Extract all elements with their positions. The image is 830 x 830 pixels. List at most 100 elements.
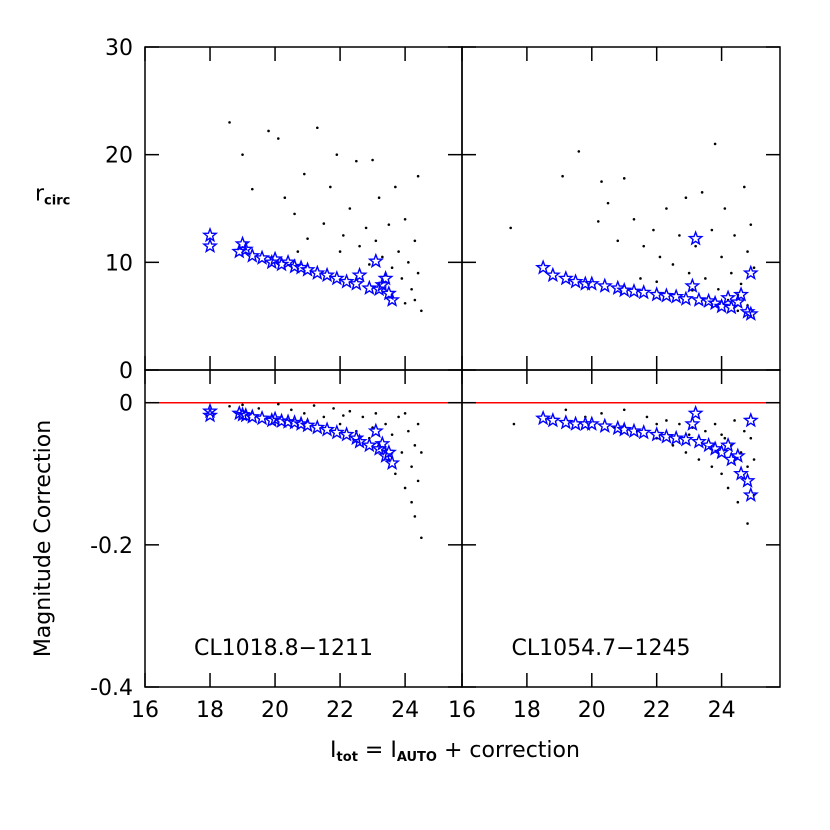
- dot-point: [267, 129, 270, 133]
- star-point: [684, 277, 701, 293]
- y-tick-label: -0.4: [90, 676, 133, 701]
- y-tick-label: 0: [119, 359, 133, 384]
- dot-point: [694, 244, 697, 248]
- dot-point: [371, 158, 374, 162]
- dot-point: [655, 422, 658, 426]
- dot-point: [400, 451, 404, 454]
- star-point: [263, 253, 280, 270]
- star-point: [616, 421, 633, 437]
- dot-point: [293, 212, 296, 216]
- dot-point: [413, 298, 417, 302]
- star-point: [668, 429, 685, 446]
- dot-point: [720, 472, 723, 476]
- dot-point: [710, 465, 714, 468]
- star-point: [635, 424, 652, 440]
- star-point: [742, 264, 759, 280]
- star-point: [318, 421, 336, 437]
- star-point: [677, 431, 694, 447]
- dot-point: [642, 244, 646, 248]
- x-axis-label-part: I: [330, 738, 337, 763]
- dot-point: [374, 412, 378, 415]
- star-point: [648, 426, 665, 442]
- star-point: [338, 273, 355, 289]
- star-point: [648, 286, 665, 302]
- star-point: [684, 415, 701, 431]
- dot-point: [720, 255, 723, 259]
- y-tick-label: 30: [105, 36, 133, 61]
- star-point: [201, 237, 219, 254]
- star-point: [557, 414, 574, 430]
- dot-point: [700, 191, 704, 194]
- star-point: [201, 402, 219, 419]
- star-point: [328, 424, 345, 440]
- dot-point: [329, 185, 332, 189]
- star-point: [596, 417, 613, 434]
- dot-point: [645, 415, 649, 419]
- dot-point: [394, 185, 397, 189]
- star-point: [677, 290, 694, 306]
- star-point: [557, 269, 574, 286]
- dot-point: [652, 228, 655, 232]
- star-point: [732, 465, 750, 481]
- dot-point: [228, 404, 231, 408]
- dot-point: [410, 287, 413, 291]
- dot-point: [420, 309, 423, 313]
- x-tick-label: 24: [708, 698, 736, 723]
- dot-point: [678, 234, 681, 237]
- star-point: [616, 281, 633, 298]
- star-point: [687, 404, 704, 421]
- star-point: [720, 289, 737, 305]
- star-point: [231, 243, 248, 259]
- star-point: [567, 273, 584, 289]
- star-point: [309, 264, 326, 280]
- star-point: [292, 259, 310, 275]
- dot-point: [736, 500, 740, 504]
- panel-frame: [144, 46, 463, 371]
- dot-point: [416, 271, 420, 275]
- star-point: [658, 287, 675, 303]
- dot-point: [733, 419, 736, 422]
- dot-point: [296, 250, 300, 253]
- dot-point: [377, 196, 381, 200]
- dot-point: [413, 444, 417, 447]
- dot-point: [671, 444, 675, 447]
- dot-point: [241, 403, 244, 407]
- star-point: [338, 426, 355, 442]
- star-point: [742, 411, 759, 428]
- dot-point: [416, 174, 420, 178]
- dot-point: [361, 415, 365, 419]
- x-axis-label-part: tot: [337, 750, 358, 765]
- dot-point: [250, 187, 254, 191]
- dot-point: [739, 451, 743, 454]
- dot-point: [622, 177, 626, 180]
- star-point: [658, 428, 675, 444]
- dot-point: [348, 409, 352, 413]
- dot-point: [749, 223, 753, 226]
- dot-point: [577, 150, 581, 153]
- dot-point: [277, 402, 280, 406]
- dot-point: [730, 271, 733, 275]
- star-point: [742, 305, 759, 321]
- y-axis-label: rcirc: [35, 182, 70, 209]
- dot-point: [687, 433, 691, 436]
- star-point: [544, 411, 561, 428]
- dot-point: [403, 217, 407, 221]
- star-point: [583, 415, 600, 431]
- star-point: [299, 416, 316, 433]
- star-point: [361, 279, 378, 296]
- dot-point: [665, 207, 668, 210]
- dot-point: [743, 185, 746, 189]
- dot-point: [358, 244, 361, 248]
- dot-point: [390, 433, 394, 436]
- dot-point: [606, 201, 610, 205]
- dot-point: [743, 429, 746, 433]
- star-point: [635, 283, 652, 300]
- star-point: [707, 440, 724, 456]
- star-point: [690, 433, 707, 449]
- dot-point: [355, 159, 358, 163]
- star-point: [273, 255, 290, 272]
- annotation: CL1018.8−1211: [194, 636, 373, 661]
- y-axis-label-part: r: [35, 182, 45, 207]
- dot-point: [746, 250, 749, 253]
